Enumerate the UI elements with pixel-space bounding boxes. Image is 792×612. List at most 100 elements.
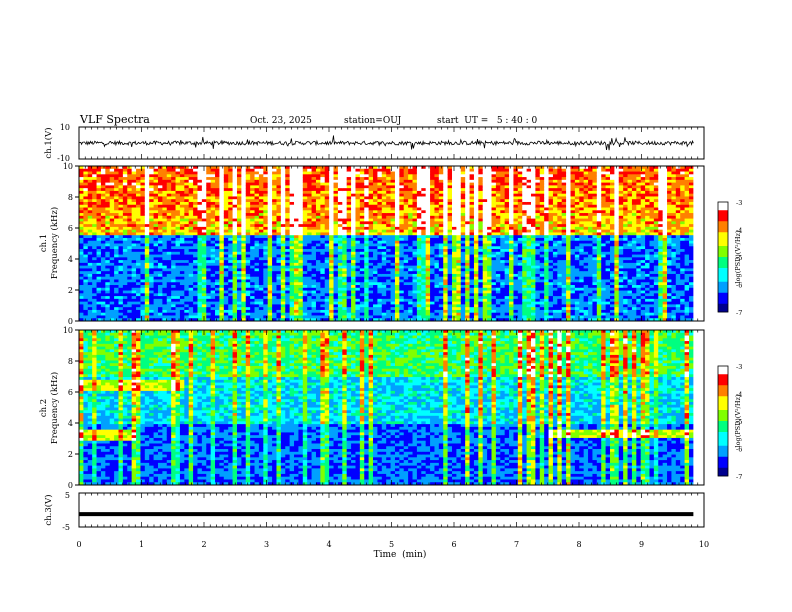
colorbar-swatch <box>718 465 728 469</box>
time-axis: 0 1 2 3 4 5 6 7 8 9 10 <box>76 127 709 549</box>
ch1-waveform-panel: 10 -10 ch.1(V) <box>43 123 705 163</box>
ytick-label: 0 <box>68 317 73 326</box>
ch3-ytick-top: 5 <box>65 491 70 500</box>
colorbar-swatch <box>718 473 728 477</box>
colorbar-swatch <box>718 385 728 389</box>
colorbar-swatch <box>718 221 728 225</box>
colorbar-swatch <box>718 251 728 255</box>
colorbar-swatch <box>718 213 728 217</box>
colorbar-swatch <box>718 232 728 236</box>
colorbar-swatch <box>718 276 728 280</box>
colorbar-swatch <box>718 257 728 261</box>
colorbar-swatch <box>718 421 728 425</box>
time-axis-label: Time (min) <box>374 549 427 560</box>
colorbar-swatch <box>718 451 728 455</box>
colorbar-swatch <box>718 429 728 433</box>
ch2-spec-ylabel-channel: ch.2 <box>39 399 49 417</box>
colorbar-tick-label: -5 <box>736 418 742 426</box>
ch1-spec-ylabel-frequency: Frequency (kHz) <box>49 207 60 279</box>
xtick-label: 4 <box>326 540 331 549</box>
ytick-label: 8 <box>68 357 73 366</box>
colorbar-swatch <box>718 295 728 299</box>
xtick-label: 5 <box>389 540 394 549</box>
colorbar-swatch <box>718 366 728 370</box>
xtick-label: 0 <box>76 540 81 549</box>
colorbar-swatch <box>718 207 728 211</box>
ch1-ytick-bottom: -10 <box>57 154 70 163</box>
colorbar-swatch <box>718 443 728 447</box>
colorbar-swatch <box>718 423 728 427</box>
colorbar-tick-label: -7 <box>736 309 742 317</box>
xtick-label: 6 <box>451 540 456 549</box>
colorbar-swatch <box>718 440 728 444</box>
colorbar-swatch <box>718 210 728 214</box>
xtick-label: 10 <box>699 540 709 549</box>
colorbar-swatch <box>718 407 728 411</box>
colorbar-swatch <box>718 259 728 263</box>
colorbar-swatch <box>718 290 728 294</box>
ytick-label: 6 <box>68 224 73 233</box>
colorbar-swatch <box>718 268 728 272</box>
ch3-waveform-panel: 5 -5 ch.3(V) <box>43 491 705 532</box>
colorbar-swatch <box>718 248 728 252</box>
colorbar-swatch <box>718 246 728 250</box>
colorbar-swatch <box>718 379 728 383</box>
colorbar-swatch <box>718 459 728 463</box>
ch1-spec-yticks: 0 2 4 6 8 10 <box>63 162 79 326</box>
ytick-label: 2 <box>68 450 73 459</box>
colorbar-swatch <box>718 404 728 408</box>
ch2-spectrogram-image <box>79 330 704 486</box>
figure-date: Oct. 23, 2025 <box>250 116 312 126</box>
ch1-colorbar: -3 -4 -5 -6 -7 log(PSD)(V²/Hz) <box>717 199 742 317</box>
colorbar-tick-label: -7 <box>736 473 742 481</box>
colorbar-frame <box>717 201 729 313</box>
colorbar-swatch <box>718 371 728 375</box>
colorbar-swatch <box>718 235 728 239</box>
colorbar-frame <box>717 365 729 477</box>
colorbar-swatch <box>718 281 728 285</box>
colorbar-swatch <box>718 303 728 307</box>
colorbar-swatch <box>718 418 728 422</box>
colorbar-swatch <box>718 229 728 233</box>
xtick-label: 9 <box>639 540 644 549</box>
xtick-label: 8 <box>576 540 581 549</box>
ch1-spec-ylabel-channel: ch.1 <box>39 234 49 252</box>
colorbar-swatch <box>718 434 728 438</box>
colorbar-swatch <box>718 470 728 474</box>
colorbar-swatch <box>718 382 728 386</box>
colorbar-swatch <box>718 396 728 400</box>
colorbar-swatch <box>718 202 728 206</box>
ytick-label: 10 <box>63 162 73 171</box>
ch2-colorbar: -3 -4 -5 -6 -7 log(PSD)(V²/Hz) <box>717 363 742 481</box>
ytick-label: 0 <box>68 481 73 490</box>
colorbar-swatch <box>718 454 728 458</box>
ch3-ytick-bottom: -5 <box>62 523 70 532</box>
colorbar-swatch <box>718 415 728 419</box>
colorbar-tick-label: -3 <box>736 199 742 207</box>
ch3-ylabel: ch.3(V) <box>43 494 54 525</box>
colorbar-swatch <box>718 301 728 305</box>
ch1-waveform-line <box>78 135 694 151</box>
colorbar-swatch <box>718 410 728 414</box>
colorbar-label: log(PSD)(V²/Hz) <box>734 394 742 447</box>
ch2-spec-ylabel-frequency: Frequency (kHz) <box>49 372 60 444</box>
ch2-spectrogram-panel: 0 2 4 6 8 10 ch.2 Frequency (kHz) -3 -4 -5 -6 -7 l… <box>39 326 742 490</box>
colorbar-swatch <box>718 254 728 258</box>
ytick-label: 8 <box>68 193 73 202</box>
colorbar-swatch <box>718 262 728 266</box>
colorbar-swatch <box>718 292 728 296</box>
figure-start-time: start UT = 5 : 40 : 0 <box>437 116 538 126</box>
ch1-spectrogram-panel: 0 2 4 6 8 10 ch.1 Frequency (kHz) -3 -4 -5 -6 -7 l… <box>39 162 742 326</box>
colorbar-swatch <box>718 270 728 274</box>
ytick-label: 2 <box>68 286 73 295</box>
colorbar-swatch <box>718 215 728 219</box>
ch1-ytick-top: 10 <box>60 123 70 132</box>
colorbar-swatch <box>718 237 728 241</box>
colorbar-tick-label: -4 <box>736 227 742 235</box>
colorbar-swatch <box>718 226 728 230</box>
ytick-label: 10 <box>63 326 73 335</box>
colorbar-swatch <box>718 306 728 310</box>
colorbar-swatch <box>718 279 728 283</box>
colorbar-swatch <box>718 390 728 394</box>
